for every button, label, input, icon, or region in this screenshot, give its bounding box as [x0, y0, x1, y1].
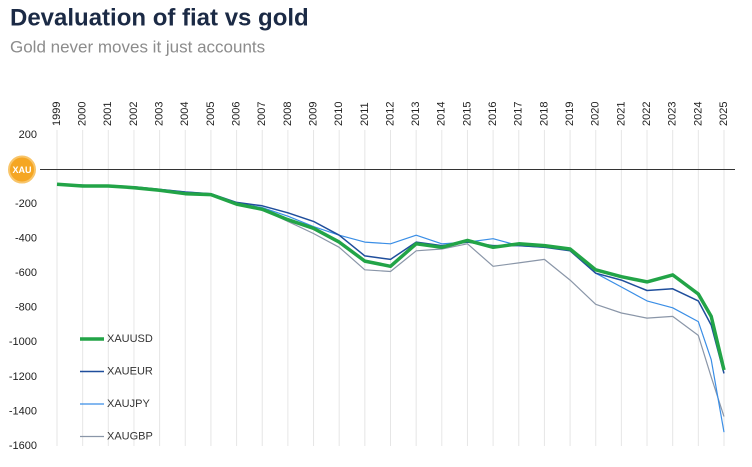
chart-title: Devaluation of fiat vs gold	[10, 4, 309, 31]
x-tick-label: 2005	[205, 102, 217, 126]
series-line	[56, 182, 726, 371]
y-tick-label: -600	[15, 267, 37, 279]
x-tick-label: 1999	[51, 102, 63, 126]
x-tick-label: 2021	[615, 102, 627, 126]
x-tick-label: 2025	[718, 102, 730, 126]
x-tick-label: 2011	[359, 102, 371, 126]
y-tick-label: -1000	[9, 336, 37, 348]
x-tick-label: 2020	[590, 102, 602, 126]
x-tick-label: 2000	[77, 102, 89, 126]
y-tick-label: -800	[15, 302, 37, 314]
x-tick-label: 2010	[333, 102, 345, 126]
badge-circle	[8, 155, 36, 184]
y-tick-label: -1400	[9, 405, 37, 417]
x-tick-label: 2003	[154, 102, 166, 126]
x-tick-label: 2016	[487, 102, 499, 126]
x-tick-label: 2012	[384, 102, 396, 126]
legend-label: XAUGBP	[107, 430, 153, 442]
x-tick-label: 2014	[436, 102, 448, 126]
legend-label: XAUJPY	[107, 398, 150, 410]
y-tick-label: -1600	[9, 440, 37, 452]
chart-subtitle: Gold never moves it just accounts	[10, 37, 265, 56]
y-tick-label: -1200	[9, 371, 37, 383]
x-tick-label: 2023	[667, 102, 679, 126]
legend-label: XAUEUR	[107, 365, 153, 377]
x-tick-label: 2001	[102, 102, 114, 126]
y-tick-label: -200	[15, 198, 37, 210]
x-tick-label: 2004	[179, 102, 191, 126]
x-tick-label: 2009	[307, 102, 319, 126]
x-tick-label: 2022	[641, 102, 653, 126]
badge-label: XAU	[12, 165, 31, 175]
legend-label: XAUUSD	[107, 333, 153, 345]
x-tick-label: 2019	[564, 102, 576, 126]
y-tick-label: 200	[19, 129, 37, 141]
x-tick-label: 2018	[538, 102, 550, 126]
x-tick-label: 2006	[230, 102, 242, 126]
x-tick-label: 2013	[410, 102, 422, 126]
x-tick-label: 2008	[282, 102, 294, 126]
x-tick-label: 2015	[461, 102, 473, 126]
y-tick-label: -400	[15, 233, 37, 245]
x-tick-label: 2024	[692, 102, 704, 126]
x-tick-label: 2007	[256, 102, 268, 126]
x-tick-label: 2017	[513, 102, 525, 126]
x-tick-label: 2002	[128, 102, 140, 126]
